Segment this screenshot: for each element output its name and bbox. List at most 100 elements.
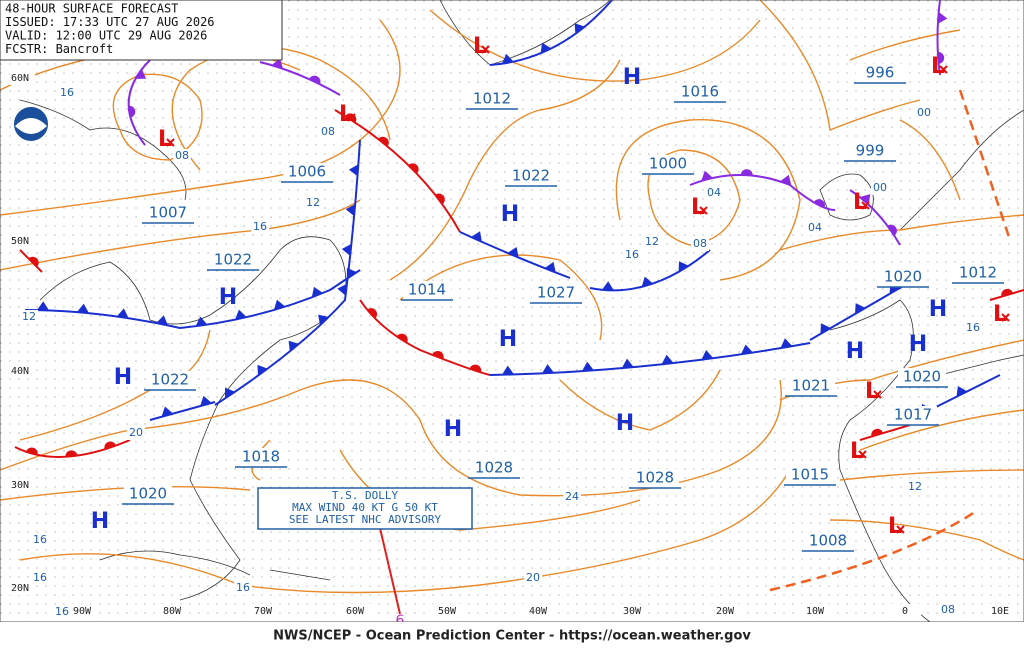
isobar-label: 16 bbox=[236, 581, 250, 594]
front-triangle bbox=[501, 365, 514, 375]
header-line: ISSUED: 17:33 UTC 27 AUG 2026 bbox=[5, 15, 215, 29]
isobar-label-bg bbox=[31, 571, 49, 585]
central-pressure: 1006 bbox=[288, 163, 326, 181]
longitude-label: 30W bbox=[623, 606, 642, 617]
front-semicircle bbox=[1001, 288, 1014, 297]
longitude-label: 60W bbox=[346, 606, 365, 617]
low-center: L bbox=[850, 439, 864, 464]
pressure-bg bbox=[856, 64, 904, 83]
low-center: L bbox=[339, 102, 353, 127]
front-triangle bbox=[135, 68, 147, 79]
front-triangle bbox=[661, 354, 674, 365]
lon-label-bg bbox=[156, 604, 188, 618]
front-triangle bbox=[348, 164, 359, 177]
isobar-label-bg bbox=[906, 480, 924, 494]
pressure-bg bbox=[146, 371, 194, 390]
front-triangle bbox=[581, 361, 594, 372]
low-cross bbox=[873, 390, 882, 399]
pressure-bg bbox=[787, 377, 835, 396]
longitude-label: 80W bbox=[163, 606, 182, 617]
isobar-label: 12 bbox=[645, 235, 659, 248]
pressure-bg bbox=[470, 459, 518, 478]
low-center: L bbox=[931, 54, 945, 79]
occl-front bbox=[936, 0, 941, 76]
isobar-label-bg bbox=[20, 310, 38, 324]
low-center: L bbox=[888, 514, 902, 539]
front-triangle bbox=[780, 338, 793, 349]
isobar-label: 00 bbox=[873, 181, 887, 194]
pressure-bg bbox=[954, 264, 1002, 283]
front-triangle bbox=[257, 364, 268, 376]
isobar-label: 04 bbox=[707, 186, 721, 199]
storm-box bbox=[257, 487, 473, 530]
front-semicircle bbox=[871, 428, 883, 437]
front-triangle bbox=[544, 261, 556, 273]
front-triangle bbox=[956, 386, 968, 397]
front-semicircle bbox=[408, 163, 419, 174]
front-semicircle bbox=[309, 75, 321, 85]
pressure-bg bbox=[846, 142, 894, 161]
low-cross bbox=[896, 525, 905, 534]
pressure-bg bbox=[283, 163, 331, 182]
central-pressure: 1017 bbox=[894, 406, 932, 424]
isobar-label-bg bbox=[871, 181, 889, 195]
front-triangle bbox=[116, 308, 129, 319]
isobar-label-bg bbox=[58, 86, 76, 100]
isobar-label: 16 bbox=[33, 571, 47, 584]
isobar-label: 04 bbox=[808, 221, 822, 234]
lon-label-bg bbox=[431, 604, 463, 618]
isobar-label-bg bbox=[691, 237, 709, 251]
lon-label-bg bbox=[889, 604, 921, 618]
front-semicircle bbox=[65, 450, 78, 457]
isobar-label-bg bbox=[127, 426, 145, 440]
front-triangle bbox=[470, 231, 482, 242]
front-triangle bbox=[341, 243, 352, 256]
footer-bar bbox=[0, 622, 1024, 652]
isobar-label: 16 bbox=[966, 321, 980, 334]
front-triangle bbox=[195, 316, 208, 327]
low-center: L bbox=[691, 195, 705, 220]
isobar-label: 08 bbox=[693, 237, 707, 250]
front-semicircle bbox=[435, 193, 445, 205]
pressure-bg bbox=[631, 469, 679, 488]
footer: NWS/NCEP - Ocean Prediction Center - htt… bbox=[273, 629, 751, 644]
central-pressure: 1027 bbox=[537, 284, 575, 302]
storm-marker: 6 bbox=[396, 613, 405, 629]
pressure-bg bbox=[507, 167, 555, 186]
high-center: H bbox=[616, 411, 634, 436]
isobar-label: 12 bbox=[22, 310, 36, 323]
isobar-label: 00 bbox=[917, 106, 931, 119]
high-center: H bbox=[444, 417, 462, 442]
lat-label-bg bbox=[5, 234, 35, 248]
front-triangle bbox=[271, 58, 284, 69]
central-pressure: 1012 bbox=[959, 264, 997, 282]
longitude-label: 50W bbox=[438, 606, 457, 617]
front-semicircle bbox=[104, 441, 117, 450]
longitude-label: 70W bbox=[254, 606, 273, 617]
central-pressure: 1012 bbox=[473, 90, 511, 108]
longitude-label: 90W bbox=[73, 606, 92, 617]
occl-front bbox=[127, 59, 151, 146]
pressure-bg bbox=[144, 204, 192, 223]
occl-front bbox=[849, 189, 901, 246]
header-line: FCSTR: Bancroft bbox=[5, 42, 113, 56]
front-triangle bbox=[345, 204, 356, 217]
warm-front bbox=[859, 424, 911, 441]
longitude-label: 20W bbox=[716, 606, 735, 617]
central-pressure: 999 bbox=[856, 142, 885, 160]
pressure-bg bbox=[786, 466, 834, 485]
isobar-label-bg bbox=[643, 235, 661, 249]
pressure-bg bbox=[676, 83, 724, 102]
isobar-label-bg bbox=[319, 125, 337, 139]
isobar-label: 12 bbox=[908, 480, 922, 493]
lon-label-bg bbox=[66, 604, 98, 618]
central-pressure: 1028 bbox=[475, 459, 513, 477]
storm-line: SEE LATEST NHC ADVISORY bbox=[289, 513, 442, 526]
storm-line: T.S. DOLLY bbox=[332, 489, 399, 502]
noaa-logo bbox=[12, 105, 50, 143]
isobar-label: 16 bbox=[33, 533, 47, 546]
high-center: H bbox=[909, 332, 927, 357]
latitude-label: 50N bbox=[11, 236, 29, 247]
